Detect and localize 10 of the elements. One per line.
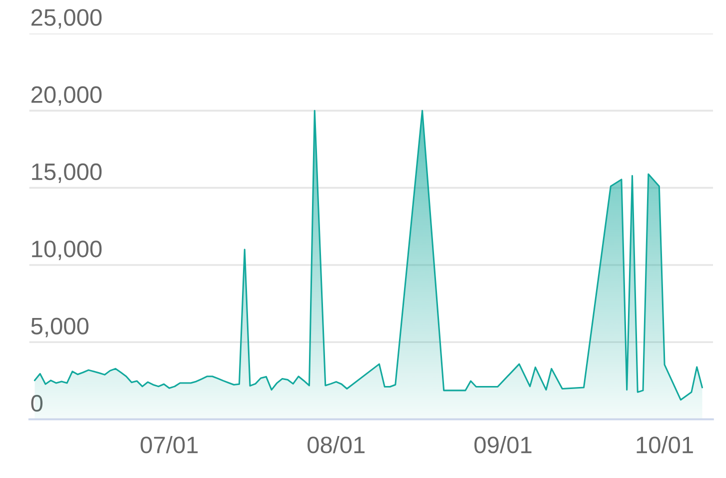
x-tick-label: 10/01 xyxy=(636,436,693,454)
y-tick-label: 20,000 xyxy=(31,86,102,106)
y-tick-label: 15,000 xyxy=(32,163,102,183)
y-tick-label: 0 xyxy=(31,394,43,412)
x-tick-label: 09/01 xyxy=(474,436,532,454)
x-tick-label: 07/01 xyxy=(140,436,198,454)
y-tick-label: 10,000 xyxy=(32,240,102,260)
y-tick-label: 25,000 xyxy=(31,9,102,29)
x-tick-label: 08/01 xyxy=(308,436,365,454)
y-tick-label: 5,000 xyxy=(31,318,88,338)
